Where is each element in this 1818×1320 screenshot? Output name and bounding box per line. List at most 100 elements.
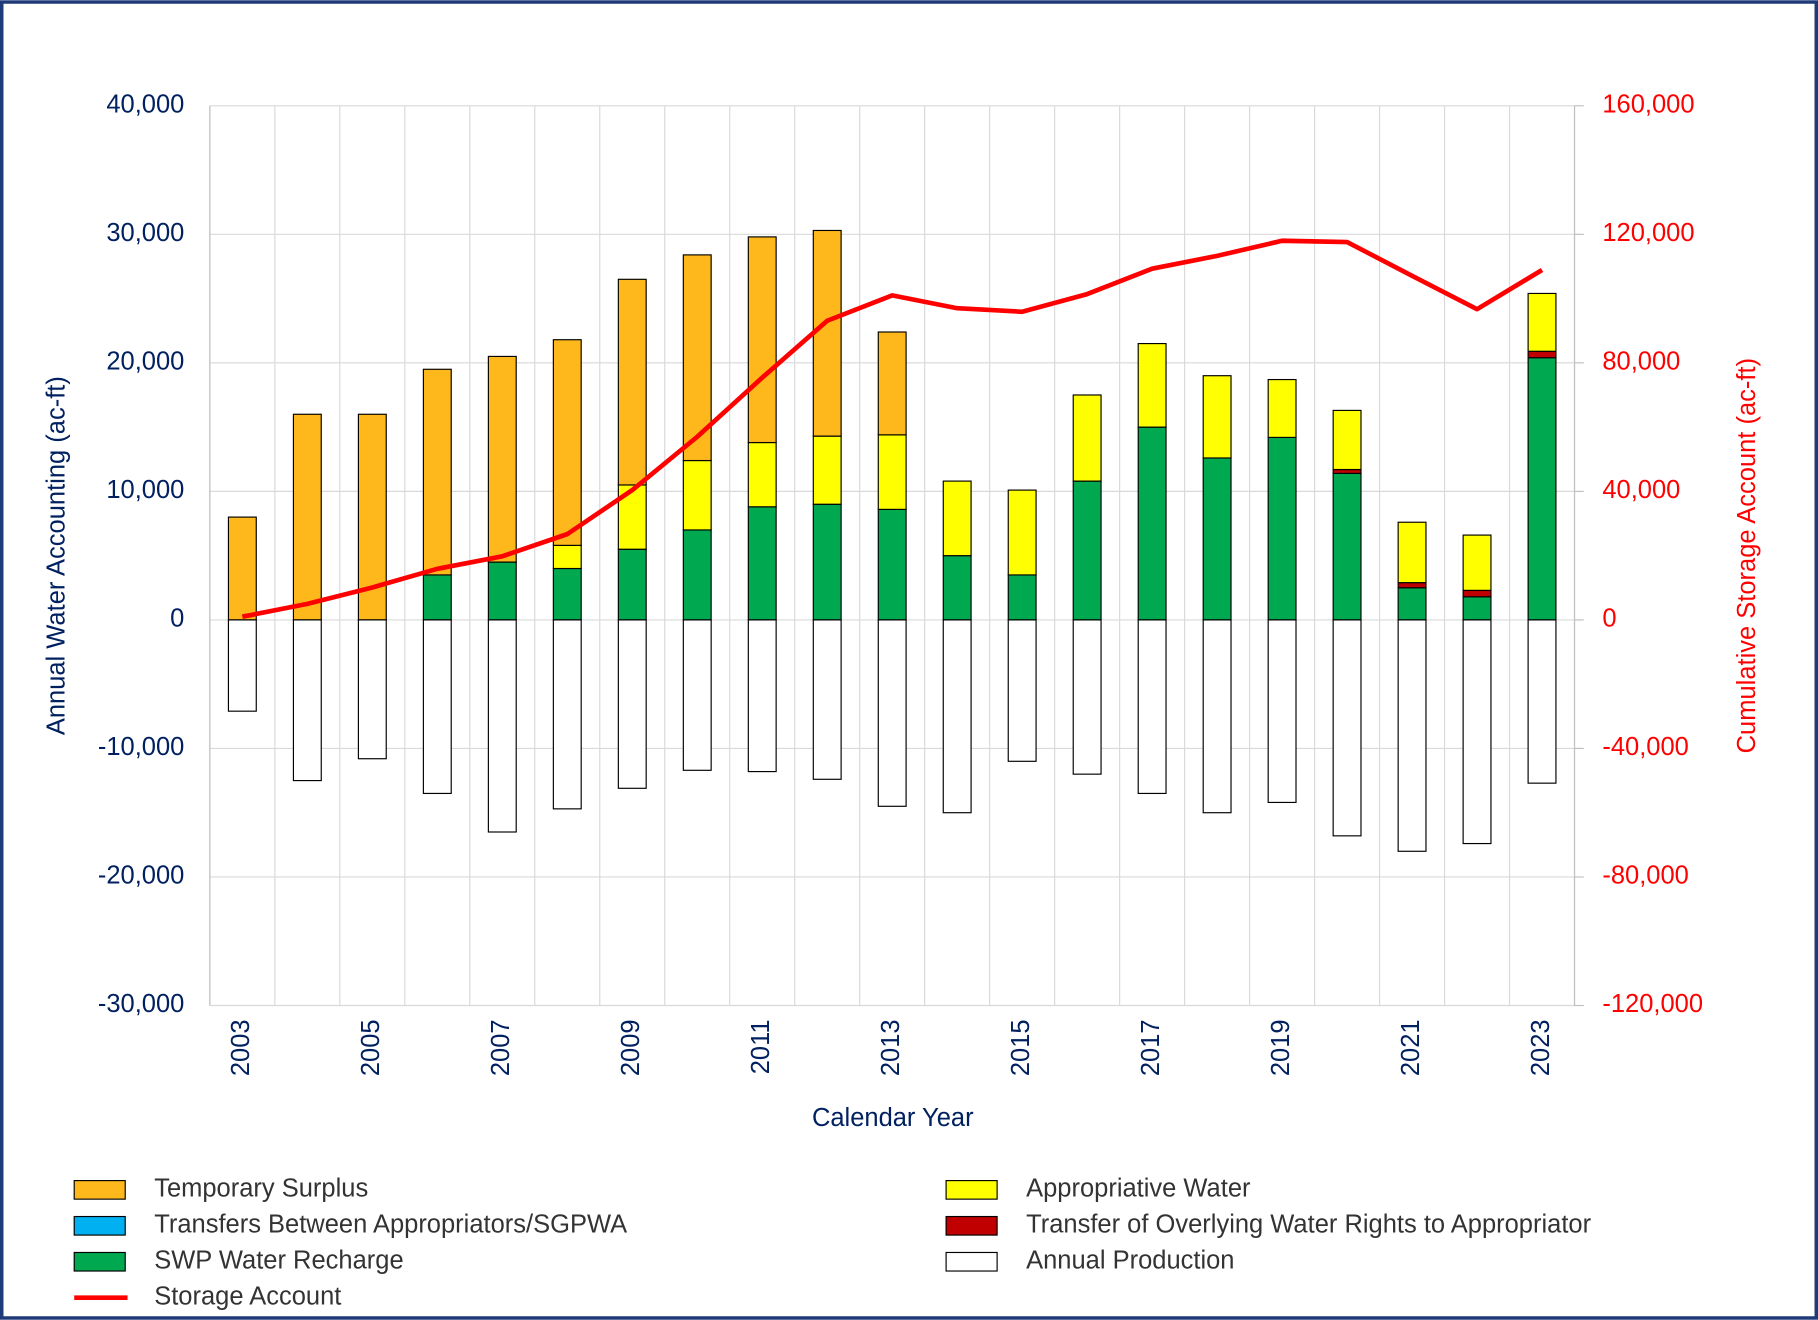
bar-segment — [487, 561, 517, 621]
bar-segment — [1397, 582, 1427, 589]
bar-segment — [1267, 436, 1297, 621]
y-tick-label: 0 — [170, 605, 184, 633]
bar-segment — [1332, 472, 1362, 621]
legend-label: Annual Production — [1026, 1246, 1234, 1274]
y2-tick-label: 120,000 — [1602, 219, 1694, 247]
legend-label: Transfers Between Appropriators/SGPWA — [154, 1211, 627, 1239]
bar-segment — [1462, 589, 1492, 598]
bar-segment — [292, 413, 322, 621]
legend-swatch — [73, 1215, 126, 1236]
bar-segment — [1332, 619, 1362, 837]
legend-swatch — [945, 1251, 998, 1272]
bar-segment — [1462, 534, 1492, 591]
x-tick-label: 2003 — [227, 1019, 255, 1076]
bar-segment — [1462, 596, 1492, 621]
y2-tick-label: -80,000 — [1602, 862, 1689, 890]
legend-swatch — [73, 1251, 126, 1272]
bar-segment — [1202, 619, 1232, 814]
bar-segment — [1462, 619, 1492, 845]
bar-segment — [1397, 587, 1427, 621]
legend-label: Storage Account — [154, 1282, 341, 1310]
x-tick-label: 2009 — [617, 1019, 645, 1076]
x-tick-label: 2011 — [747, 1019, 775, 1074]
y-tick-label: -30,000 — [98, 990, 185, 1018]
y-tick-label: 20,000 — [106, 348, 184, 376]
bar-segment — [747, 236, 777, 444]
bar-segment — [1072, 619, 1102, 775]
bar-segment — [422, 619, 452, 795]
bar-segment — [227, 619, 257, 712]
legend-label: Appropriative Water — [1026, 1175, 1251, 1203]
y-tick-label: -10,000 — [98, 733, 185, 761]
bar-segment — [812, 229, 842, 437]
y-tick-label: 30,000 — [106, 219, 184, 247]
bar-segment — [357, 619, 387, 760]
x-tick-label: 2007 — [487, 1019, 515, 1076]
x-tick-label: 2013 — [877, 1019, 905, 1076]
bar-segment — [422, 368, 452, 576]
bar-segment — [1527, 619, 1557, 784]
bar-segment — [942, 555, 972, 621]
bar-segment — [682, 459, 712, 531]
y2-tick-label: -40,000 — [1602, 733, 1689, 761]
bar-segment — [1072, 480, 1102, 621]
bar-segment — [1527, 292, 1557, 352]
y2-tick-label: 160,000 — [1602, 91, 1694, 119]
bar-segment — [617, 278, 647, 486]
bar-segment — [487, 355, 517, 563]
legend-swatch — [945, 1215, 998, 1236]
bar-segment — [1527, 350, 1557, 359]
bar-segment — [1267, 619, 1297, 804]
legend-swatch — [945, 1180, 998, 1200]
bar-segment — [227, 516, 257, 621]
bar-segment — [942, 480, 972, 557]
legend-swatch — [73, 1180, 126, 1200]
y-axis-title: Annual Water Accounting (ac-ft) — [43, 376, 71, 735]
bar-segment — [1397, 521, 1427, 584]
bar-segment — [1397, 619, 1427, 852]
bar-segment — [747, 619, 777, 773]
bar-segment — [552, 339, 582, 546]
bar-segment — [1137, 342, 1167, 428]
bar-segment — [747, 506, 777, 621]
bar-segment — [682, 529, 712, 621]
bar-segment — [1137, 619, 1167, 795]
x-tick-label: 2023 — [1527, 1019, 1555, 1076]
bar-segment — [1072, 394, 1102, 482]
legend-label: SWP Water Recharge — [154, 1246, 403, 1274]
legend-label: Transfer of Overlying Water Rights to Ap… — [1026, 1211, 1592, 1239]
bar-segment — [942, 619, 972, 814]
bar-segment — [877, 619, 907, 807]
bar-segment — [1007, 489, 1037, 576]
x-tick-label: 2021 — [1397, 1019, 1425, 1076]
y-tick-label: 10,000 — [106, 476, 184, 504]
y2-tick-label: 40,000 — [1602, 476, 1680, 504]
bar-segment — [1007, 574, 1037, 621]
bar-segment — [552, 619, 582, 810]
bar-segment — [617, 548, 647, 621]
x-tick-label: 2015 — [1007, 1019, 1035, 1076]
y2-tick-label: -120,000 — [1602, 990, 1703, 1018]
bar-segment — [422, 574, 452, 621]
bar-segment — [617, 484, 647, 550]
x-tick-label: 2019 — [1267, 1019, 1295, 1076]
bar-segment — [1202, 457, 1232, 621]
bar-segment — [552, 567, 582, 621]
legend-label: Temporary Surplus — [154, 1175, 368, 1203]
y2-axis-title: Cumulative Storage Account (ac-ft) — [1733, 358, 1761, 753]
bar-segment — [1007, 619, 1037, 762]
bar-segment — [812, 435, 842, 505]
bar-segment — [812, 503, 842, 621]
x-axis-title: Calendar Year — [812, 1104, 974, 1132]
bar-segment — [682, 619, 712, 771]
bar-segment — [877, 434, 907, 510]
bar-segment — [812, 619, 842, 780]
bar-segment — [877, 331, 907, 436]
bar-segment — [487, 619, 517, 833]
line — [241, 238, 1544, 619]
bar-segment — [1137, 426, 1167, 621]
x-tick-label: 2005 — [357, 1019, 385, 1076]
bar-segment — [747, 441, 777, 508]
y-tick-label: -20,000 — [98, 862, 185, 890]
